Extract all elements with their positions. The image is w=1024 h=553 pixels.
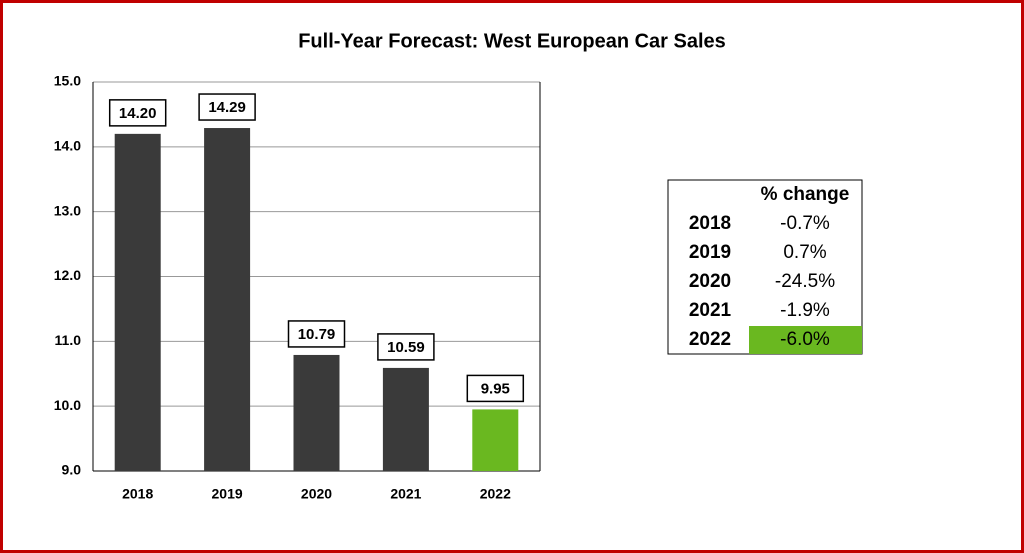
x-tick-label: 2018 — [122, 486, 153, 502]
x-tick-label: 2019 — [212, 486, 243, 502]
y-tick-label: 9.0 — [62, 462, 82, 478]
table-year: 2018 — [689, 213, 731, 234]
table-value: -1.9% — [780, 300, 830, 321]
bar — [204, 128, 251, 471]
value-label-box — [377, 333, 435, 361]
y-tick-label: 13.0 — [54, 202, 81, 218]
chart-title: Full-Year Forecast: West European Car Sa… — [298, 30, 726, 52]
y-tick-label: 11.0 — [55, 332, 82, 348]
y-tick-label: 10.0 — [54, 397, 81, 413]
bar — [114, 133, 161, 471]
table-value: -24.5% — [775, 271, 835, 292]
value-label-box — [198, 93, 256, 121]
table-year: 2019 — [689, 242, 731, 263]
highlight-cell — [749, 326, 862, 354]
bar — [293, 354, 340, 471]
y-tick-label: 12.0 — [54, 267, 81, 283]
y-tick-label: 14.0 — [54, 138, 81, 154]
table-year: 2021 — [689, 300, 732, 321]
table-year: 2022 — [689, 329, 731, 350]
x-tick-label: 2021 — [390, 486, 421, 502]
value-label-box — [108, 99, 167, 127]
value-label: 14.20 — [119, 105, 157, 122]
value-label: 10.79 — [298, 326, 336, 343]
table-value: 0.7% — [783, 242, 826, 263]
table-header: % change — [761, 184, 850, 205]
bar — [472, 409, 519, 471]
x-tick-label: 2022 — [480, 486, 511, 502]
table-year: 2020 — [689, 271, 731, 292]
value-label-box — [466, 374, 525, 403]
table-value: -6.0% — [780, 329, 830, 350]
table-value: -0.7% — [780, 213, 830, 234]
value-label: 10.59 — [387, 339, 425, 356]
value-label-box — [287, 320, 346, 348]
y-tick-label: 15.0 — [54, 73, 81, 89]
value-label: 14.29 — [208, 99, 246, 116]
x-tick-label: 2020 — [301, 486, 332, 502]
bar — [382, 367, 429, 471]
value-label: 9.95 — [481, 380, 510, 397]
